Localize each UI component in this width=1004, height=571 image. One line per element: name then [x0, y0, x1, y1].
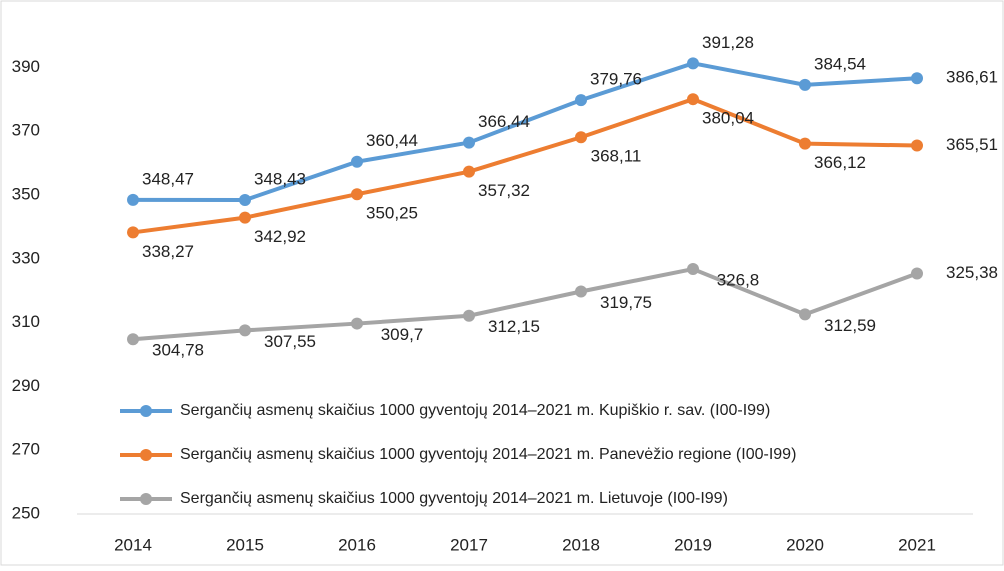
x-tick-label: 2016: [338, 535, 376, 554]
point: [351, 188, 363, 201]
data-label: 350,25: [366, 204, 418, 223]
y-tick-label: 330: [12, 248, 40, 267]
x-tick-label: 2015: [226, 535, 264, 554]
x-tick-label: 2020: [786, 535, 824, 554]
point: [687, 93, 699, 106]
data-label: 312,59: [824, 316, 876, 335]
data-label: 342,92: [254, 227, 306, 246]
x-tick-label: 2018: [562, 535, 600, 554]
data-label: 312,15: [488, 317, 540, 336]
y-tick-label: 250: [12, 503, 40, 522]
y-tick-label: 370: [12, 121, 40, 140]
point: [799, 78, 811, 91]
point: [575, 131, 587, 144]
x-tick-label: 2017: [450, 535, 488, 554]
point: [239, 194, 251, 207]
point: [575, 285, 587, 298]
point: [127, 333, 139, 346]
legend-label: Sergančių asmenų skaičius 1000 gyventojų…: [180, 490, 728, 507]
x-tick-label: 2021: [898, 535, 936, 554]
series-line: [132, 266, 918, 342]
point: [687, 263, 699, 276]
x-tick-label: 2019: [674, 535, 712, 554]
y-tick-label: 310: [12, 312, 40, 331]
data-label: 319,75: [600, 293, 652, 312]
data-label: 368,11: [591, 147, 642, 166]
point: [687, 57, 699, 70]
point: [239, 324, 251, 337]
point: [911, 72, 923, 85]
point: [239, 211, 251, 224]
data-label: 360,44: [366, 131, 418, 150]
data-label: 304,78: [152, 341, 204, 360]
data-label: 366,12: [814, 153, 866, 172]
x-tick-label: 2014: [114, 535, 152, 554]
data-label: 348,43: [254, 170, 306, 189]
point: [911, 267, 923, 280]
data-label: 326,8: [717, 271, 760, 290]
legend-label: Sergančių asmenų skaičius 1000 gyventojų…: [180, 446, 796, 463]
point: [575, 94, 587, 107]
data-label: 357,32: [478, 181, 530, 200]
point: [463, 136, 475, 149]
data-label: 338,27: [142, 242, 194, 261]
data-label: 365,51: [946, 135, 998, 154]
series-line: [132, 61, 918, 203]
point: [127, 193, 139, 206]
data-label: 325,38: [946, 263, 998, 282]
y-tick-label: 290: [12, 376, 40, 395]
legend-marker: [140, 449, 152, 461]
point: [911, 139, 923, 152]
data-label: 379,76: [590, 70, 642, 89]
data-label: 307,55: [264, 332, 316, 351]
legend-marker: [140, 493, 152, 505]
point: [351, 155, 363, 168]
data-label: 386,61: [946, 68, 998, 87]
data-label: 391,28: [702, 33, 754, 52]
point: [351, 317, 363, 330]
y-tick-label: 350: [12, 184, 40, 203]
data-label: 348,47: [142, 169, 194, 188]
series-line: [132, 97, 918, 235]
data-label: 366,44: [478, 112, 530, 131]
point: [463, 165, 475, 178]
data-label: 380,04: [702, 109, 754, 128]
point: [799, 308, 811, 321]
y-tick-label: 390: [12, 57, 40, 76]
legend-label: Sergančių asmenų skaičius 1000 gyventojų…: [180, 402, 770, 419]
y-tick-label: 270: [12, 440, 40, 459]
point: [799, 137, 811, 150]
legend-marker: [140, 405, 152, 417]
point: [463, 309, 475, 322]
data-label: 384,54: [814, 54, 866, 73]
point: [127, 226, 139, 239]
data-label: 309,7: [381, 325, 424, 344]
